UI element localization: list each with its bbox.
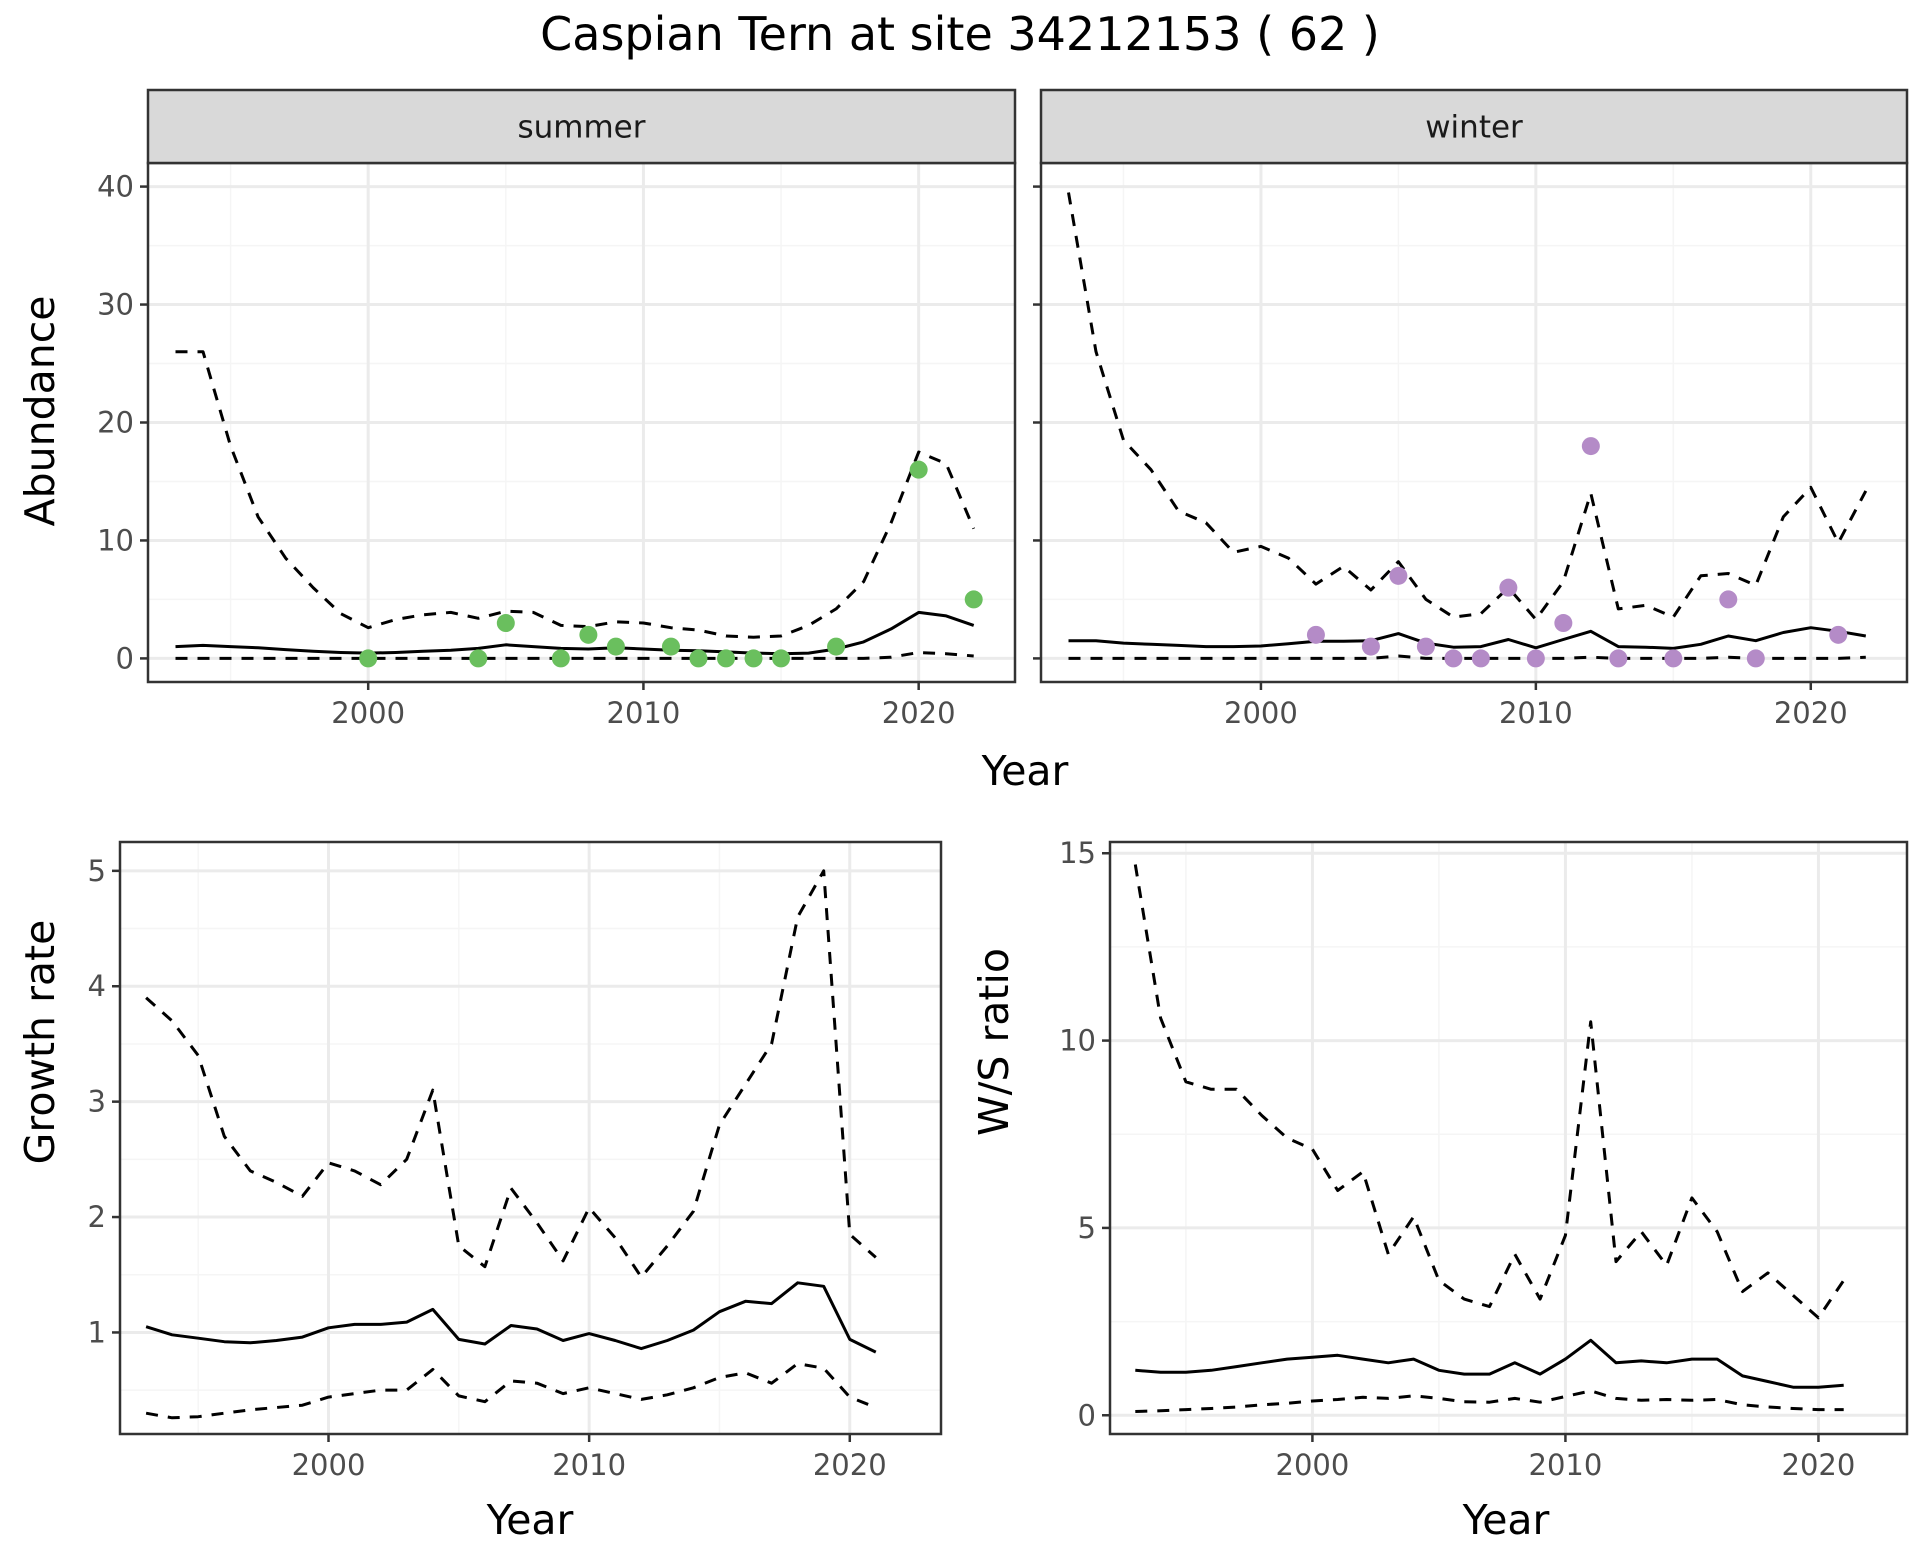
data-point: [964, 590, 983, 609]
x-tick-label: 2010: [552, 1448, 626, 1482]
data-point: [1746, 649, 1765, 668]
growth-rate-panel: 2000 2010 2020 1 2 3 4 5: [88, 840, 943, 1482]
y-tick-label: 0: [116, 641, 134, 675]
facet-strip: [146, 88, 1017, 165]
x-tick-label: 2020: [882, 696, 956, 730]
data-point: [909, 460, 928, 479]
data-point: [1471, 649, 1490, 668]
data-point: [1389, 566, 1408, 585]
data-point: [689, 649, 708, 668]
data-point: [1306, 625, 1325, 644]
data-point: [1581, 437, 1600, 456]
data-point: [469, 649, 488, 668]
data-point: [1609, 649, 1628, 668]
data-point: [606, 637, 625, 656]
series-upper-line: [175, 350, 976, 639]
ws-ratio-axis-title: W/S ratio: [970, 948, 1018, 1136]
data-point: [496, 614, 515, 633]
abundance-axis-title: Abundance: [16, 296, 64, 527]
y-tick-label: 4: [88, 969, 106, 1003]
series-lower-line: [145, 1362, 877, 1420]
series-lower-line: [1068, 654, 1866, 660]
data-point: [1361, 637, 1380, 656]
y-tick-label: 5: [88, 854, 106, 888]
series-lower-line: [1135, 1389, 1844, 1413]
x-tick-label: 2000: [331, 696, 405, 730]
y-tick-label: 1: [88, 1315, 106, 1349]
x-tick-label: 2010: [1499, 696, 1573, 730]
data-point: [359, 649, 378, 668]
y-tick-label: 15: [1059, 836, 1096, 870]
ws-ratio-panel: 2000 2010 2020 0 5 10 15: [1059, 836, 1909, 1482]
winter-panel: winter 2000 2010 2020: [1033, 88, 1909, 730]
data-point: [1554, 614, 1573, 633]
growth-rate-axis-title: Growth rate: [16, 920, 64, 1165]
y-tick-label: 10: [97, 523, 134, 557]
panel-background: [1110, 842, 1907, 1434]
x-tick-label: 2000: [1224, 696, 1298, 730]
facet-strip-label: winter: [1425, 110, 1523, 146]
panel-border: [1108, 840, 1909, 1436]
series-lower-line: [175, 651, 974, 660]
x-tick-label: 2020: [1782, 1448, 1856, 1482]
data-point: [1416, 637, 1435, 656]
series-estimate-line: [1068, 626, 1867, 650]
x-tick-label: 2010: [607, 696, 681, 730]
x-tick-label: 2010: [1529, 1448, 1603, 1482]
data-point: [661, 637, 680, 656]
x-tick-label: 2020: [813, 1448, 887, 1482]
data-point: [579, 625, 598, 644]
data-point: [744, 649, 763, 668]
data-point: [772, 649, 791, 668]
series-upper-line: [1067, 192, 1868, 621]
data-point: [717, 649, 735, 668]
data-point: [1664, 649, 1683, 668]
y-tick-label: 40: [97, 170, 134, 204]
y-tick-label: 10: [1059, 1024, 1096, 1058]
y-tick-label: 3: [88, 1085, 106, 1119]
chart-title: Caspian Tern at site 34212153 ( 62 ): [540, 7, 1380, 61]
data-point: [551, 649, 570, 668]
y-tick-label: 2: [88, 1200, 106, 1234]
y-tick-label: 20: [97, 406, 134, 440]
data-point: [1499, 578, 1518, 597]
summer-panel: summer 2000 2010 2020 0 10 20 30 40: [97, 88, 1017, 730]
facet-strip: [1039, 88, 1909, 165]
series-upper-line: [145, 869, 877, 1279]
x-tick-label: 2000: [1276, 1448, 1350, 1482]
growth-x-axis-title: Year: [486, 1496, 574, 1544]
data-point: [1526, 649, 1545, 668]
panel-border: [118, 840, 943, 1436]
data-point: [1444, 649, 1463, 668]
top-x-axis-title: Year: [981, 747, 1069, 795]
series-estimate-line: [145, 1281, 877, 1354]
y-tick-label: 0: [1078, 1398, 1096, 1432]
data-point: [827, 637, 846, 656]
data-point: [1829, 625, 1848, 644]
x-tick-label: 2000: [292, 1448, 366, 1482]
data-point: [1719, 590, 1738, 609]
series-estimate-line: [1135, 1338, 1844, 1389]
y-tick-label: 5: [1078, 1211, 1096, 1245]
ws-x-axis-title: Year: [1462, 1496, 1550, 1544]
series-upper-line: [1133, 864, 1845, 1320]
panel-background: [120, 842, 941, 1434]
facet-strip-label: summer: [517, 110, 645, 146]
x-tick-label: 2020: [1774, 696, 1848, 730]
y-tick-label: 30: [97, 288, 134, 322]
